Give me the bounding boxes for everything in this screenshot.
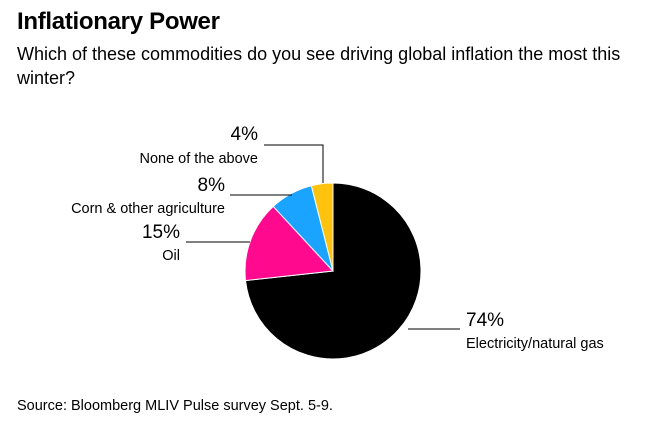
- data-label-none-of-the-above: 4%: [231, 124, 259, 145]
- slice-label-electricity-natural-gas: Electricity/natural gas: [466, 336, 604, 352]
- data-label-oil: 15%: [142, 222, 180, 243]
- chart-title: Inflationary Power: [17, 8, 220, 35]
- pie-slice-none-of-the-above: [310, 182, 334, 272]
- slice-label-oil: Oil: [162, 248, 180, 264]
- leader-line-none-of-the-above: [264, 144, 324, 183]
- pie-slice-oil: [244, 205, 335, 282]
- data-label-corn-other-agriculture: 8%: [198, 175, 226, 196]
- source-note: Source: Bloomberg MLIV Pulse survey Sept…: [17, 398, 333, 414]
- slice-label-none-of-the-above: None of the above: [139, 151, 258, 167]
- data-label-electricity-natural-gas: 74%: [466, 310, 504, 331]
- chart-subtitle: Which of these commodities do you see dr…: [17, 44, 621, 88]
- slice-label-corn-other-agriculture: Corn & other agriculture: [71, 201, 225, 217]
